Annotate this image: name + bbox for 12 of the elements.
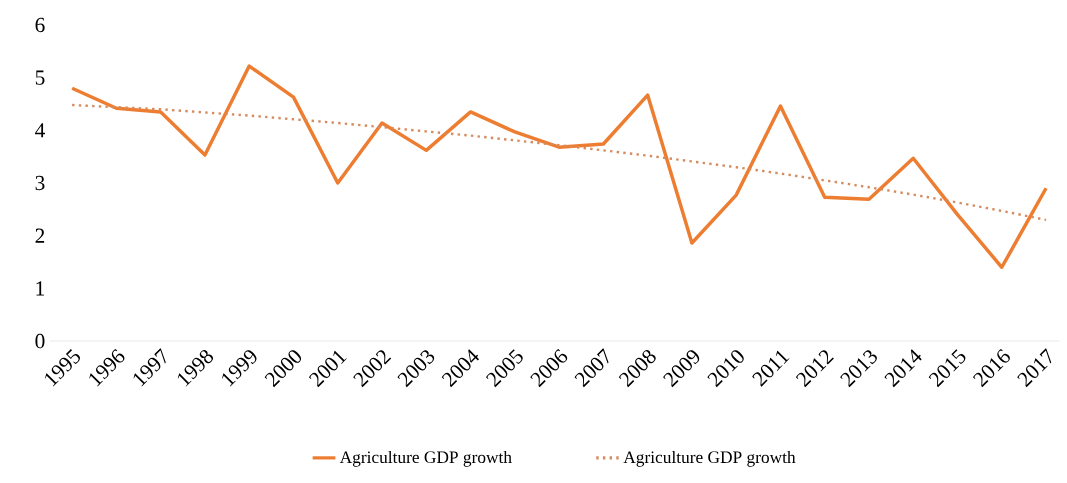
y-tick-label: 4	[35, 123, 45, 138]
line-series	[70, 64, 1048, 270]
legend-label: Agriculture GDP growth	[339, 450, 512, 467]
y-tick-label: 3	[35, 175, 45, 191]
y-tick-label: 0	[35, 333, 45, 349]
y-tick-label: 1	[36, 281, 45, 296]
x-tick-label: 2001	[308, 350, 347, 388]
x-tick-label: 2011	[752, 350, 790, 387]
legend-label: Agriculture GDP growth	[623, 450, 796, 467]
y-tick-label: 6	[35, 17, 45, 33]
y-tick-label: 2	[35, 228, 45, 243]
y-tick-label: 5	[35, 70, 45, 85]
